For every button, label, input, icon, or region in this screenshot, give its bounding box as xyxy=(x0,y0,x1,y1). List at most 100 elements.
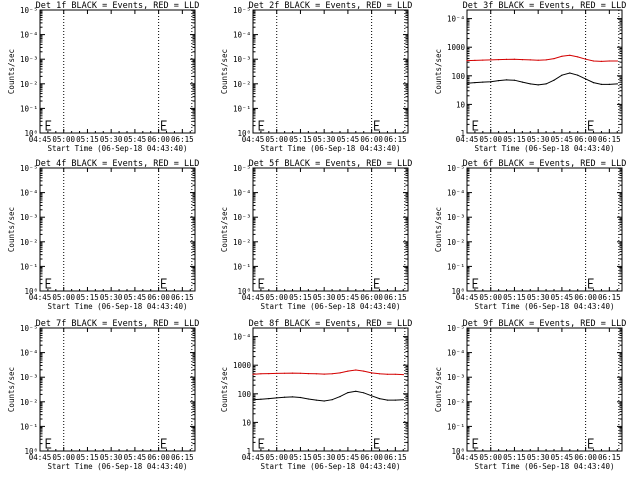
x-tick-label: 05:30 xyxy=(527,293,550,302)
x-tick-label: 06:00 xyxy=(147,453,170,462)
data-point xyxy=(386,373,388,375)
x-axis-label: Start Time (06-Sep-18 04:43:40) xyxy=(475,144,615,153)
x-tick-label: 06:15 xyxy=(384,453,407,462)
error-marker xyxy=(374,278,380,289)
x-tick-label: 05:45 xyxy=(337,135,360,144)
x-tick-label: 05:15 xyxy=(76,135,99,144)
x-tick-label: 05:15 xyxy=(503,135,526,144)
y-tick-label: 10⁻¹ xyxy=(20,422,38,431)
data-point xyxy=(592,60,595,62)
error-marker xyxy=(258,438,265,449)
data-point xyxy=(386,399,388,401)
y-tick-label: 10⁰ xyxy=(24,447,38,456)
y-tick-label: 10⁻⁴ xyxy=(20,189,38,198)
x-tick-label: 05:15 xyxy=(76,453,99,462)
y-tick-label: 10⁻⁵ xyxy=(20,6,38,15)
y-tick-label: 10⁻⁵ xyxy=(233,6,251,15)
y-tick-label: 100 xyxy=(237,390,251,399)
data-point xyxy=(608,60,610,62)
data-point xyxy=(339,372,341,374)
data-point xyxy=(545,83,547,85)
y-tick-label: 10⁻⁴ xyxy=(233,333,251,342)
data-point xyxy=(592,82,595,84)
plot-frame xyxy=(252,327,409,452)
data-point xyxy=(323,373,325,375)
data-point xyxy=(378,398,381,400)
data-point xyxy=(482,59,484,61)
plot-frame xyxy=(252,9,409,134)
data-point xyxy=(268,398,270,400)
y-tick-label: 10⁻² xyxy=(20,398,38,407)
data-point xyxy=(561,55,563,57)
y-tick-label: 10⁻⁵ xyxy=(20,164,38,173)
x-tick-label: 05:00 xyxy=(479,453,502,462)
data-point xyxy=(616,83,618,85)
y-tick-label: 10⁻³ xyxy=(447,373,465,382)
plot-title: Det 1f BLACK = Events, RED = LLD xyxy=(36,1,200,11)
x-tick-label: 05:45 xyxy=(337,453,360,462)
x-axis-label: Start Time (06-Sep-18 04:43:40) xyxy=(261,462,401,471)
error-marker xyxy=(588,278,594,289)
plot-title: Det 3f BLACK = Events, RED = LLD xyxy=(463,1,627,11)
plot-frame xyxy=(252,167,409,292)
y-tick-label: 10⁻³ xyxy=(447,213,465,222)
y-tick-label: 10⁻⁴ xyxy=(233,31,251,40)
error-marker xyxy=(374,120,380,131)
x-tick-label: 05:30 xyxy=(100,293,123,302)
data-point xyxy=(323,400,325,402)
x-tick-label: 04:45 xyxy=(29,453,52,462)
data-point xyxy=(331,373,333,375)
x-tick-label: 05:45 xyxy=(551,135,574,144)
data-point xyxy=(577,56,579,58)
data-point xyxy=(268,373,270,375)
y-tick-label: 100 xyxy=(451,72,465,81)
x-tick-label: 05:15 xyxy=(289,453,312,462)
data-point xyxy=(600,83,603,85)
y-tick-label: 10⁻¹ xyxy=(447,422,465,431)
y-tick-label: 10⁻¹ xyxy=(447,262,465,271)
y-tick-label: 1000 xyxy=(447,43,466,52)
data-point xyxy=(585,78,587,80)
data-point xyxy=(315,373,317,375)
data-point xyxy=(394,399,396,401)
x-tick-label: 06:15 xyxy=(598,293,621,302)
data-point xyxy=(276,372,278,374)
data-point xyxy=(490,59,492,61)
y-tick-label: 1000 xyxy=(233,361,252,370)
x-tick-label: 05:45 xyxy=(124,135,147,144)
y-tick-label: 10⁻¹ xyxy=(233,104,251,113)
x-tick-label: 05:00 xyxy=(479,135,502,144)
plot-title: Det 6f BLACK = Events, RED = LLD xyxy=(463,159,627,169)
y-axis-label: Counts/sec xyxy=(220,207,229,252)
data-point xyxy=(474,59,476,62)
y-tick-label: 10 xyxy=(456,100,466,109)
x-tick-label: 04:45 xyxy=(456,453,479,462)
data-point xyxy=(355,369,357,371)
data-point xyxy=(577,74,579,76)
data-point xyxy=(276,397,278,399)
x-tick-label: 05:15 xyxy=(503,453,526,462)
plot-title: Det 9f BLACK = Events, RED = LLD xyxy=(463,319,627,329)
data-point xyxy=(378,373,381,375)
data-point xyxy=(529,59,531,61)
y-tick-label: 10⁻⁴ xyxy=(447,189,465,198)
x-tick-label: 05:45 xyxy=(124,453,147,462)
x-tick-label: 05:00 xyxy=(265,453,288,462)
data-point xyxy=(371,372,373,374)
data-point xyxy=(394,373,396,375)
error-marker xyxy=(588,120,594,131)
x-tick-label: 04:45 xyxy=(29,135,52,144)
y-tick-label: 10⁰ xyxy=(237,129,251,138)
data-point xyxy=(466,60,468,62)
error-marker xyxy=(45,278,52,289)
data-point xyxy=(537,84,539,86)
y-tick-label: 10⁻¹ xyxy=(20,104,38,113)
data-point xyxy=(363,370,365,372)
data-point xyxy=(521,81,524,83)
y-tick-label: 10⁻⁵ xyxy=(447,164,465,173)
x-tick-label: 05:45 xyxy=(124,293,147,302)
